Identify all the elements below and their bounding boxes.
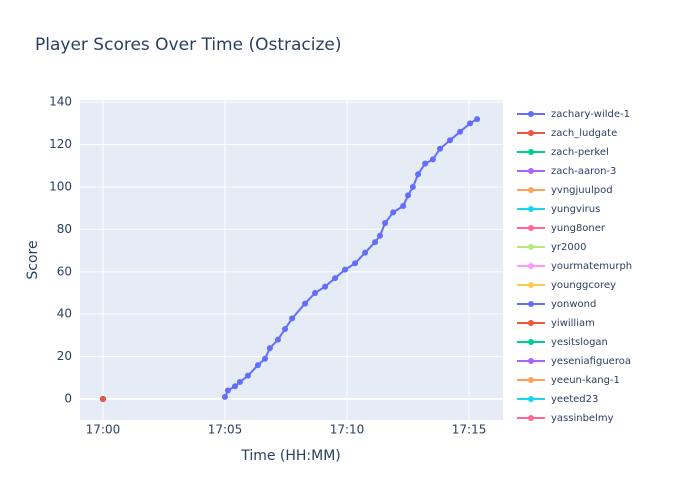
marker <box>99 396 106 403</box>
legend-label: yassinbelmy <box>551 413 614 424</box>
legend-marker <box>528 225 534 231</box>
legend-marker <box>528 168 534 174</box>
marker <box>429 156 436 163</box>
plot-area <box>80 100 503 420</box>
legend-label: zach_ludgate <box>551 128 617 139</box>
legend-marker <box>528 339 534 345</box>
marker <box>254 362 261 369</box>
y-tick-label: 0 <box>64 392 72 406</box>
legend-marker <box>528 301 534 307</box>
marker <box>415 171 422 178</box>
legend-marker <box>528 206 534 212</box>
marker <box>372 239 379 246</box>
marker <box>312 289 319 296</box>
marker <box>262 355 269 362</box>
marker <box>266 345 273 352</box>
x-tick-label: 17:00 <box>86 423 121 437</box>
marker <box>409 183 416 190</box>
marker <box>467 120 474 127</box>
x-tick-label: 17:15 <box>452 423 487 437</box>
legend-marker <box>528 130 534 136</box>
legend: zachary-wilde-1 zach_ludgate zach-perkel za… <box>517 109 632 424</box>
legend-label: yourmatemurph <box>551 261 632 272</box>
legend-label: yung8oner <box>551 223 606 234</box>
marker <box>332 275 339 282</box>
y-axis-label: Score <box>25 240 41 279</box>
legend-marker <box>528 415 534 421</box>
y-tick-label: 20 <box>57 349 72 363</box>
marker <box>302 300 309 307</box>
legend-marker <box>528 244 534 250</box>
y-tick-label: 40 <box>57 307 72 321</box>
legend-label: yesitslogan <box>551 337 608 348</box>
chart-title: Player Scores Over Time (Ostracize) <box>35 35 342 55</box>
marker <box>382 219 389 226</box>
marker <box>390 209 397 216</box>
legend-label: zach-perkel <box>551 147 609 158</box>
marker <box>437 145 444 152</box>
marker <box>376 232 383 239</box>
marker <box>422 160 429 167</box>
y-tick-label: 140 <box>49 95 72 109</box>
legend-marker <box>528 111 534 117</box>
marker <box>231 383 238 390</box>
legend-marker <box>528 377 534 383</box>
legend-label: zachary-wilde-1 <box>551 109 630 120</box>
legend-marker <box>528 149 534 155</box>
x-tick-label: 17:10 <box>330 423 365 437</box>
y-tick-label: 60 <box>57 264 72 278</box>
legend-label: yr2000 <box>551 242 586 253</box>
legend-marker <box>528 358 534 364</box>
marker <box>224 387 231 394</box>
y-tick-label: 80 <box>57 222 72 236</box>
marker <box>244 372 251 379</box>
marker <box>400 203 407 210</box>
marker <box>342 266 349 273</box>
legend-marker <box>528 396 534 402</box>
legend-marker <box>528 320 534 326</box>
legend-marker <box>528 187 534 193</box>
legend-label: yiwilliam <box>551 318 595 329</box>
marker <box>236 379 243 386</box>
marker <box>322 283 329 290</box>
marker <box>362 249 369 256</box>
legend-label: yeeted23 <box>551 394 598 405</box>
legend-label: younggcorey <box>551 280 616 291</box>
marker <box>221 393 228 400</box>
y-tick-label: 120 <box>49 137 72 151</box>
marker <box>447 137 454 144</box>
legend-label: yvngjuulpod <box>551 185 613 196</box>
marker <box>289 315 296 322</box>
legend-label: yonwond <box>551 299 596 310</box>
marker <box>474 116 481 123</box>
legend-label: yeeun-kang-1 <box>551 375 620 386</box>
legend-label: yungvirus <box>551 204 600 215</box>
y-tick-label: 100 <box>49 179 72 193</box>
marker <box>282 326 289 333</box>
legend-marker <box>528 282 534 288</box>
legend-label: zach-aaron-3 <box>551 166 616 177</box>
x-tick-label: 17:05 <box>208 423 243 437</box>
marker <box>457 128 464 135</box>
x-axis-label: Time (HH:MM) <box>240 448 341 464</box>
legend-label: yeseniafigueroa <box>551 356 631 367</box>
legend-marker <box>528 263 534 269</box>
marker <box>274 336 281 343</box>
marker <box>352 260 359 267</box>
marker <box>405 192 412 199</box>
